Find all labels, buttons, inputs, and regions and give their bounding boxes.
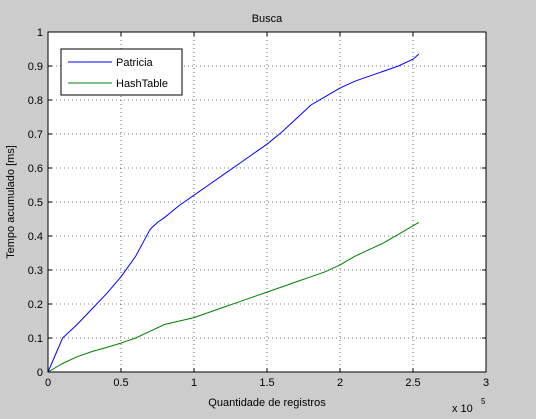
y-tick-label: 0.9	[28, 61, 43, 73]
y-tick-label: 0.4	[28, 231, 43, 243]
x-tick-label: 2	[337, 377, 343, 389]
x-tick-label: 3	[483, 377, 489, 389]
chart-title: Busca	[252, 13, 283, 25]
x-tick-label: 2.5	[405, 377, 420, 389]
legend-label-hashtable: HashTable	[116, 78, 168, 90]
y-tick-label: 0	[37, 367, 43, 379]
y-tick-label: 0.1	[28, 333, 43, 345]
y-tick-label: 0.6	[28, 163, 43, 175]
legend-label-patricia: Patricia	[116, 57, 154, 69]
x-axis-label: Quantidade de registros	[208, 397, 326, 409]
series-line-hashtable	[47, 221, 420, 373]
y-axis-label: Tempo acumulado [ms]	[5, 145, 17, 259]
x-tick-label: 1.5	[259, 377, 274, 389]
legend-box	[60, 48, 183, 96]
y-tick-label: 0.8	[28, 95, 43, 107]
series-line-patricia	[47, 53, 420, 373]
axis-ticks: 0 0.5 1 1.5 2 2.5 3 0 0.1 0.2 0.3 0.4 0.5 0.6 0.7 0.8 0.…	[28, 27, 489, 389]
y-tick-label: 0.2	[28, 299, 43, 311]
series-lines	[47, 53, 420, 373]
x-tick-label: 0.5	[113, 377, 128, 389]
x-exponent-power: 5	[481, 397, 486, 406]
y-tick-label: 1	[37, 27, 43, 39]
x-exponent-base: x 10	[452, 403, 473, 415]
legend: Patricia HashTable	[60, 48, 183, 96]
y-tick-label: 0.7	[28, 129, 43, 141]
y-tick-label: 0.3	[28, 265, 43, 277]
y-tick-label: 0.5	[28, 197, 43, 209]
x-tick-label: 0	[45, 377, 51, 389]
x-tick-label: 1	[191, 377, 197, 389]
